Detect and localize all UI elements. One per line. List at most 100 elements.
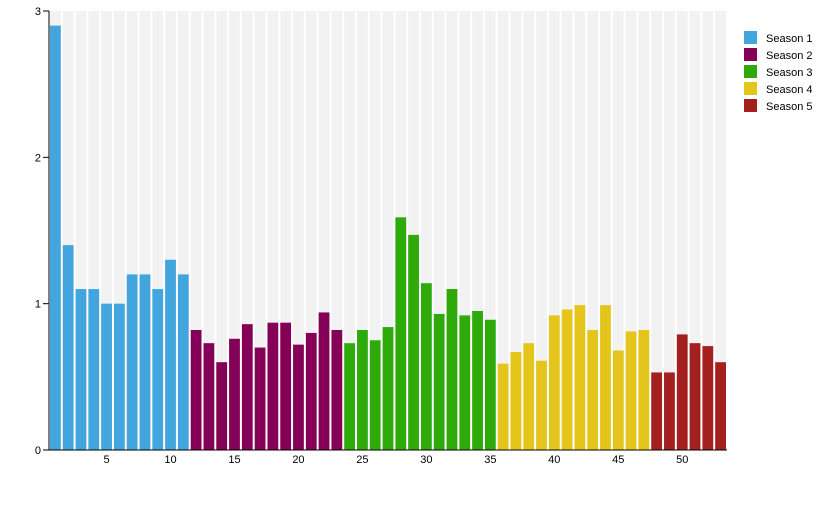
y-tick-label: 2 bbox=[35, 152, 41, 164]
background-column bbox=[369, 11, 381, 450]
bar bbox=[75, 289, 87, 450]
background-column bbox=[702, 11, 714, 450]
legend-label: Season 3 bbox=[766, 67, 812, 79]
bar bbox=[190, 330, 202, 450]
background-column bbox=[561, 11, 573, 450]
bar bbox=[587, 330, 599, 450]
background-column bbox=[177, 11, 189, 450]
bar bbox=[318, 312, 330, 450]
bar bbox=[216, 362, 228, 450]
legend-label: Season 5 bbox=[766, 101, 812, 113]
background-column bbox=[433, 11, 445, 450]
x-tick-label: 25 bbox=[356, 454, 368, 466]
background-column bbox=[267, 11, 279, 450]
background-column bbox=[484, 11, 496, 450]
background-column bbox=[357, 11, 368, 450]
legend-swatch bbox=[744, 99, 757, 112]
bar bbox=[523, 343, 535, 450]
background-column bbox=[203, 11, 215, 450]
bar bbox=[254, 347, 266, 450]
bar bbox=[293, 344, 304, 450]
bar bbox=[638, 330, 650, 450]
bar bbox=[267, 322, 279, 450]
bar bbox=[484, 319, 496, 450]
background-column bbox=[536, 11, 547, 450]
bar bbox=[408, 234, 419, 450]
legend-swatch bbox=[744, 31, 757, 44]
bar bbox=[446, 289, 458, 450]
x-tick-label: 35 bbox=[484, 454, 496, 466]
bar bbox=[382, 327, 394, 450]
x-tick-label: 15 bbox=[228, 454, 240, 466]
bar bbox=[229, 338, 240, 450]
background-column bbox=[600, 11, 611, 450]
bar bbox=[101, 303, 112, 450]
bar bbox=[472, 310, 483, 450]
bar bbox=[165, 259, 176, 450]
x-tick-label: 45 bbox=[612, 454, 624, 466]
bar bbox=[664, 372, 675, 450]
background-column bbox=[139, 11, 151, 450]
bar bbox=[203, 343, 215, 450]
bar bbox=[331, 330, 343, 450]
bar bbox=[715, 362, 726, 450]
background-column bbox=[216, 11, 228, 450]
bar bbox=[497, 363, 509, 450]
background-column bbox=[715, 11, 726, 450]
legend-swatch bbox=[744, 82, 757, 95]
legend-swatch bbox=[744, 65, 757, 78]
background-column bbox=[113, 11, 125, 450]
bar bbox=[305, 332, 317, 450]
background-column bbox=[523, 11, 535, 450]
bar bbox=[177, 274, 189, 450]
bar bbox=[357, 330, 368, 450]
background-column bbox=[293, 11, 304, 450]
background-column bbox=[152, 11, 164, 450]
background-column bbox=[190, 11, 202, 450]
background-column bbox=[254, 11, 266, 450]
background-column bbox=[229, 11, 240, 450]
legend-label: Season 2 bbox=[766, 50, 812, 62]
bar bbox=[395, 217, 407, 450]
bar bbox=[689, 343, 701, 450]
bar bbox=[625, 331, 637, 450]
bar bbox=[369, 340, 381, 450]
background-column bbox=[331, 11, 343, 450]
y-tick-label: 3 bbox=[35, 6, 41, 18]
background-column bbox=[664, 11, 675, 450]
background-column bbox=[344, 11, 356, 450]
x-tick-label: 10 bbox=[164, 454, 176, 466]
bar bbox=[139, 274, 151, 450]
background-column bbox=[612, 11, 624, 450]
bar bbox=[561, 309, 573, 450]
background-column bbox=[497, 11, 509, 450]
y-tick-label: 0 bbox=[35, 445, 41, 457]
background-column bbox=[408, 11, 419, 450]
bar bbox=[113, 303, 125, 450]
legend-swatch bbox=[744, 48, 757, 61]
background-column bbox=[101, 11, 112, 450]
bar bbox=[459, 315, 471, 450]
background-column bbox=[676, 11, 688, 450]
background-column bbox=[75, 11, 87, 450]
bar bbox=[574, 305, 586, 450]
x-tick-label: 30 bbox=[420, 454, 432, 466]
bar bbox=[241, 324, 253, 450]
legend-label: Season 4 bbox=[766, 84, 812, 96]
bar bbox=[420, 283, 432, 450]
bar bbox=[651, 372, 663, 450]
background-column bbox=[318, 11, 330, 450]
legend-label: Season 1 bbox=[766, 33, 812, 45]
background-column bbox=[88, 11, 100, 450]
background-column bbox=[510, 11, 522, 450]
bar bbox=[126, 274, 138, 450]
background-column bbox=[420, 11, 432, 450]
x-tick-label: 50 bbox=[676, 454, 688, 466]
bar bbox=[62, 245, 74, 450]
background-column bbox=[574, 11, 586, 450]
bar bbox=[344, 343, 356, 450]
bar bbox=[536, 360, 547, 450]
bar bbox=[50, 25, 61, 451]
y-tick-label: 1 bbox=[35, 299, 41, 311]
